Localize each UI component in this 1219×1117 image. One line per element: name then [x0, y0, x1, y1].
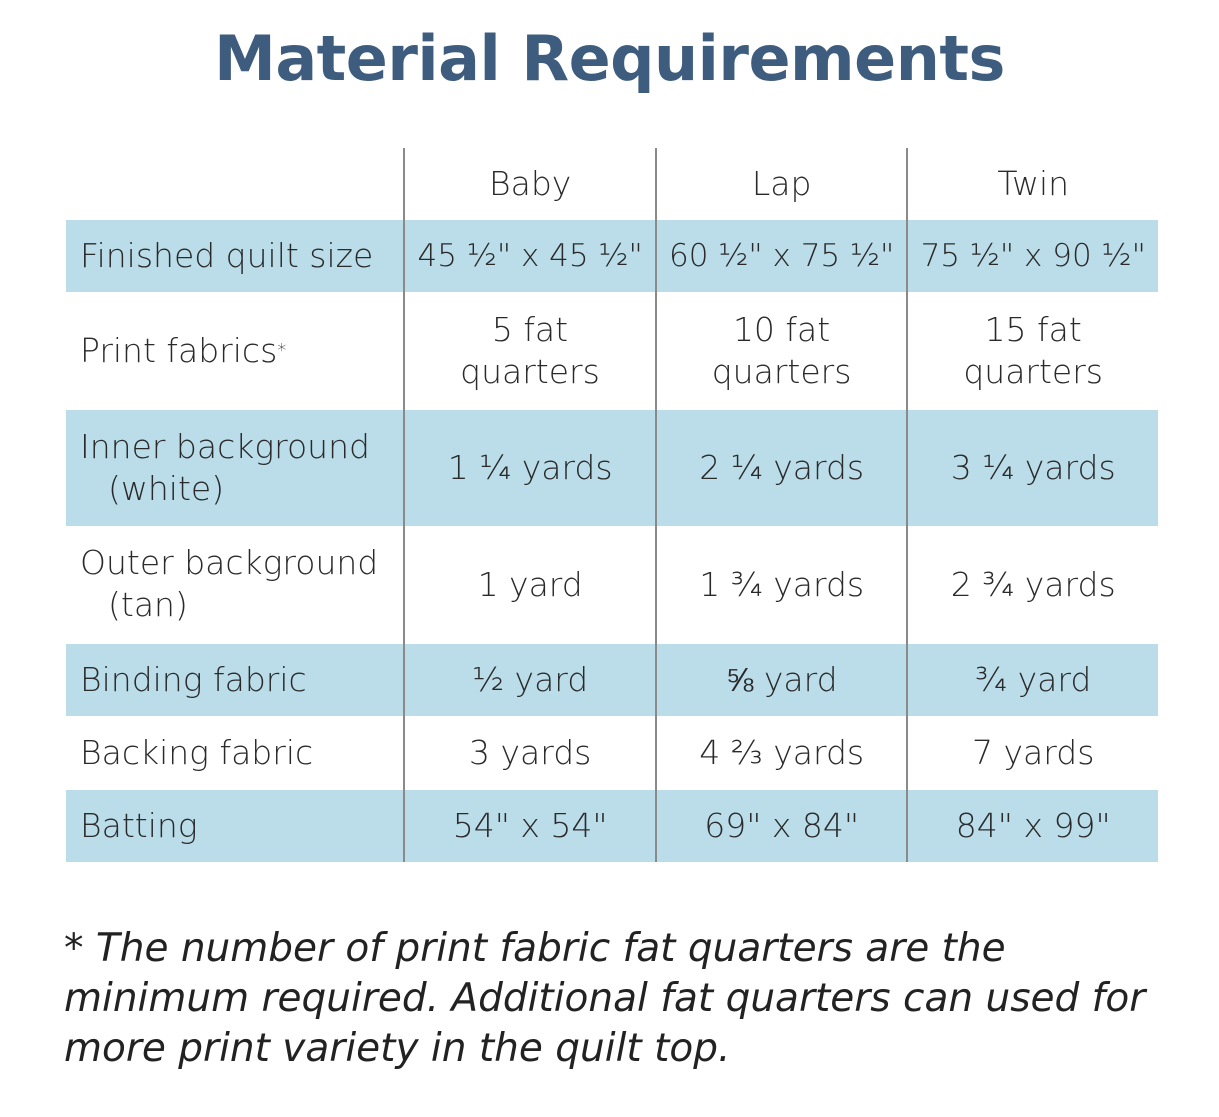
cell-lap: 69" x 84"	[654, 790, 907, 862]
table-row: Inner background (white) 1 ¼ yards 2 ¼ ya…	[66, 410, 1158, 526]
cell-baby: ½ yard	[403, 644, 655, 716]
cell-lap: 1 ¾ yards	[654, 526, 907, 644]
cell-baby: 54" x 54"	[403, 790, 655, 862]
footnote: * The number of print fabric fat quarter…	[64, 926, 1146, 1071]
row-label-sub: (tan)	[108, 585, 188, 624]
row-label: Inner background (white)	[66, 410, 403, 526]
cell-twin: ¾ yard	[906, 644, 1158, 716]
table-row: Batting 54" x 54" 69" x 84" 84" x 99"	[66, 790, 1158, 862]
cell-twin: 75 ½" x 90 ½"	[906, 220, 1158, 292]
cell-lap: 60 ½" x 75 ½"	[654, 220, 907, 292]
row-label: Batting	[80, 806, 198, 845]
row-label: Finished quilt size	[80, 236, 374, 275]
row-label-text: Inner background	[80, 427, 370, 466]
cell-baby: 5 fat quarters	[403, 292, 655, 410]
table-row: Binding fabric ½ yard ⅝ yard ¾ yard	[66, 644, 1158, 716]
header-lap: Lap	[654, 148, 907, 220]
row-label: Outer background (tan)	[66, 526, 403, 644]
page-title: Material Requirements	[214, 22, 1005, 95]
row-label-sub: (white)	[108, 469, 225, 508]
cell-twin: 2 ¾ yards	[906, 526, 1158, 644]
row-label: Binding fabric	[80, 660, 307, 699]
cell-baby: 1 yard	[403, 526, 655, 644]
cell-lap: 10 fat quarters	[654, 292, 907, 410]
header-empty	[66, 148, 403, 220]
cell-lap: 2 ¼ yards	[654, 410, 907, 526]
cell-twin: 7 yards	[906, 716, 1158, 790]
table-row: Backing fabric 3 yards 4 ⅔ yards 7 yards	[66, 716, 1158, 790]
header-twin: Twin	[906, 148, 1158, 220]
row-label: Backing fabric	[80, 733, 314, 772]
cell-twin: 15 fat quarters	[906, 292, 1158, 410]
cell-twin: 84" x 99"	[906, 790, 1158, 862]
table-row: Print fabrics * 5 fat quarters 10 fat qua…	[66, 292, 1158, 410]
header-row: Baby Lap Twin	[66, 148, 1158, 220]
cell-lap: 4 ⅔ yards	[654, 716, 907, 790]
footnote-marker: *	[277, 340, 287, 361]
header-baby: Baby	[403, 148, 655, 220]
row-label-text: Print fabrics	[80, 331, 278, 370]
cell-baby: 3 yards	[403, 716, 655, 790]
material-table: Baby Lap Twin Finished quilt size 45 ½" …	[66, 148, 1158, 862]
cell-lap: ⅝ yard	[654, 644, 907, 716]
table-row: Finished quilt size 45 ½" x 45 ½" 60 ½" …	[66, 220, 1158, 292]
table-row: Outer background (tan) 1 yard 1 ¾ yards 2…	[66, 526, 1158, 644]
cell-baby: 45 ½" x 45 ½"	[403, 220, 655, 292]
row-label: Print fabrics *	[66, 292, 403, 410]
row-label-text: Outer background	[80, 543, 379, 582]
cell-twin: 3 ¼ yards	[906, 410, 1158, 526]
cell-baby: 1 ¼ yards	[403, 410, 655, 526]
